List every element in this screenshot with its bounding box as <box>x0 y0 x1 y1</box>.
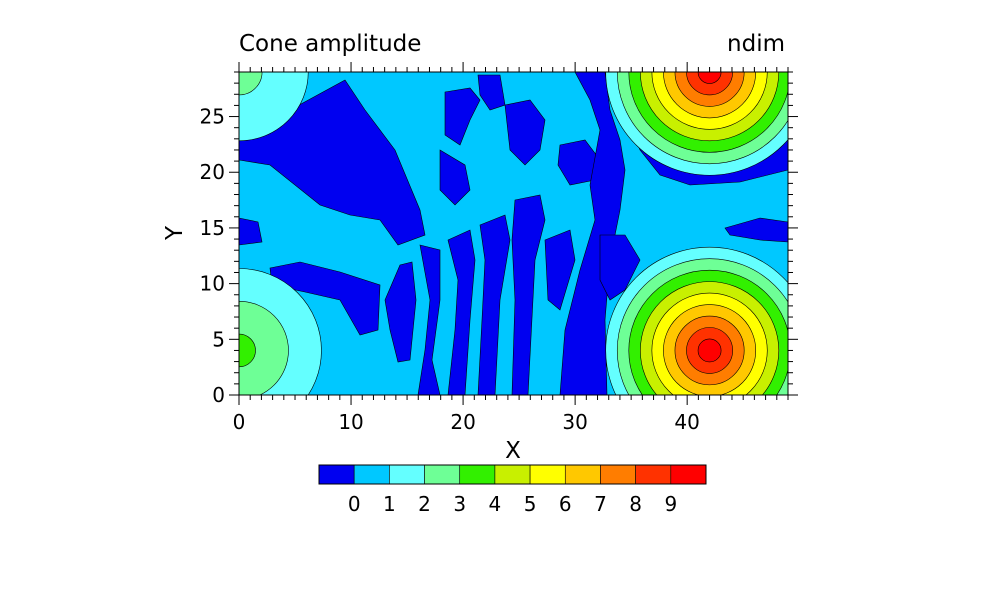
y-tick-label-10: 10 <box>200 272 225 296</box>
colorbar-swatch-1 <box>353 464 390 485</box>
low-region-4 <box>384 261 417 363</box>
colorbar-label-0: 0 <box>348 492 361 516</box>
peak-1-band-9 <box>697 338 722 363</box>
x-tick-label-10: 10 <box>338 410 363 434</box>
x-tick-label-30: 30 <box>562 410 587 434</box>
colorbar-swatch-6 <box>529 464 566 485</box>
chart-title-right: ndim <box>727 31 785 57</box>
contour-field <box>239 72 788 395</box>
y-tick-label-15: 15 <box>200 216 225 240</box>
low-region-5 <box>417 244 441 395</box>
chart-title-left: Cone amplitude <box>239 31 421 57</box>
colorbar-label-5: 5 <box>524 492 537 516</box>
axes: 0 10 20 30 40 0 5 10 15 20 25 <box>200 62 798 434</box>
colorbar-frame <box>318 464 707 485</box>
peak-3-band-3 <box>239 333 256 368</box>
colorbar-label-8: 8 <box>629 492 642 516</box>
low-region-13 <box>544 229 576 311</box>
plot-frame <box>238 71 789 396</box>
peak-4-band-2 <box>239 72 263 96</box>
colorbar-label-6: 6 <box>559 492 572 516</box>
colorbar-label-9: 9 <box>664 492 677 516</box>
colorbar-swatch-7 <box>564 464 601 485</box>
colorbar-swatch-3 <box>424 464 461 485</box>
peak-2-band-9 <box>697 72 722 84</box>
low-region-12 <box>511 194 546 395</box>
colorbar-label-7: 7 <box>594 492 607 516</box>
peak-4-band-1 <box>239 72 309 142</box>
x-axis-label: X <box>505 438 521 464</box>
y-tick-label-20: 20 <box>200 160 225 184</box>
colorbar-label-1: 1 <box>383 492 396 516</box>
colorbar-swatch-2 <box>389 464 425 485</box>
low-region-11 <box>504 99 546 166</box>
y-tick-label-5: 5 <box>212 327 225 351</box>
colorbar-swatch-4 <box>459 464 496 485</box>
colorbar-swatch-0 <box>318 464 355 485</box>
peak-3-band-2 <box>239 300 289 395</box>
x-tick-label-0: 0 <box>233 410 246 434</box>
colorbar-label-2: 2 <box>418 492 431 516</box>
colorbar-swatch-5 <box>494 464 531 485</box>
y-axis-label: Y <box>162 225 188 241</box>
low-region-15 <box>559 72 626 395</box>
x-tick-label-20: 20 <box>450 410 475 434</box>
colorbar-swatch-8 <box>600 464 636 485</box>
low-region-6 <box>439 149 471 206</box>
y-tick-label-25: 25 <box>200 105 225 129</box>
low-region-17 <box>724 217 788 243</box>
low-region-8 <box>477 74 506 111</box>
low-region-9 <box>447 229 476 395</box>
low-region-7 <box>444 87 481 146</box>
colorbar-label-4: 4 <box>489 492 502 516</box>
colorbar-label-3: 3 <box>453 492 466 516</box>
y-tick-label-0: 0 <box>212 383 225 407</box>
x-tick-label-40: 40 <box>674 410 699 434</box>
colorbar-swatch-10 <box>670 464 707 485</box>
low-region-2 <box>239 217 263 246</box>
colorbar-swatch-9 <box>635 464 672 485</box>
low-region-10 <box>477 214 511 395</box>
